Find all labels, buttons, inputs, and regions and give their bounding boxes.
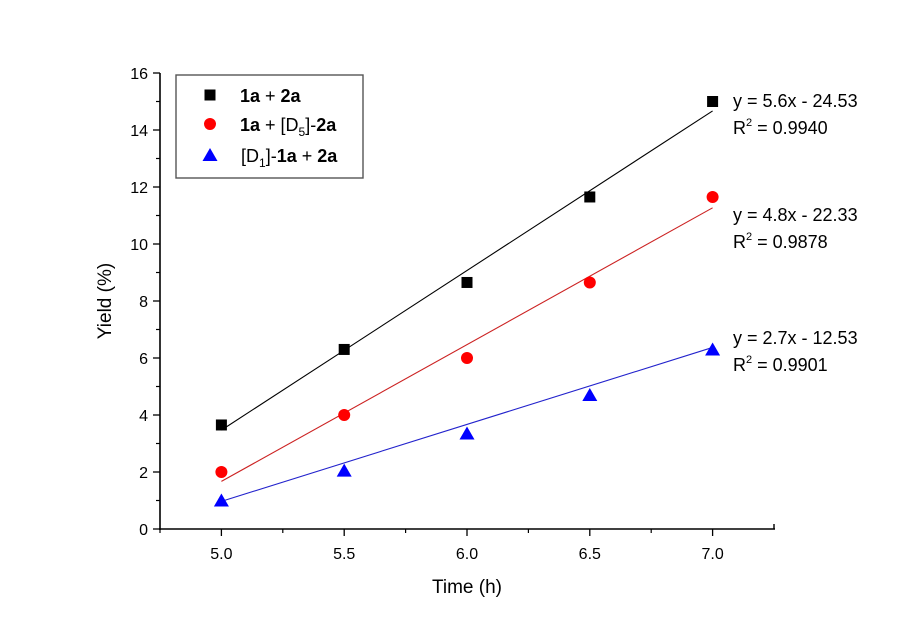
r2-superscript: 2 [746, 354, 752, 366]
y-tick-label: 12 [130, 180, 148, 197]
legend-marker-2 [204, 118, 216, 130]
x-tick-label: 7.0 [701, 546, 723, 563]
y-tick-label: 4 [139, 408, 148, 425]
r2-label: R [733, 232, 746, 252]
data-point-series-1 [584, 191, 596, 203]
data-point-series-1 [215, 419, 227, 431]
x-tick-label: 6.5 [579, 546, 601, 563]
legend-label-part: 1a [277, 146, 298, 166]
legend-label-part: ]- [305, 115, 316, 135]
legend-label-part: + [260, 86, 281, 106]
legend-label-3: [D1]-1a + 2a [241, 146, 338, 170]
legend-label-part: 2a [317, 146, 338, 166]
data-point-series-1 [338, 343, 350, 355]
fit-r-squared-3: R2 = 0.9901 [733, 354, 828, 375]
x-tick-label: 5.5 [333, 546, 355, 563]
data-point-series-2 [461, 352, 473, 364]
fit-line-1 [221, 110, 713, 431]
y-tick-label: 0 [139, 522, 148, 539]
r2-label: R [733, 118, 746, 138]
r2-superscript: 2 [746, 117, 752, 129]
y-tick-label: 16 [130, 66, 148, 83]
legend-label-part: 2a [281, 86, 302, 106]
x-tick-label: 6.0 [456, 546, 478, 563]
legend-marker-1 [204, 89, 216, 101]
data-point-series-2 [583, 276, 596, 289]
y-tick-label: 2 [139, 465, 148, 482]
data-point-series-3 [213, 493, 229, 507]
data-point-series-2 [706, 190, 719, 203]
legend-label-part: ]- [266, 146, 277, 166]
fit-line-3 [221, 346, 713, 502]
data-points [213, 96, 721, 507]
r2-value: = 0.9878 [752, 232, 828, 252]
y-tick-label: 10 [130, 237, 148, 254]
x-tick-label: 5.0 [210, 546, 232, 563]
legend-label-part: 2a [316, 115, 337, 135]
data-point-series-3 [336, 463, 352, 477]
fit-r-squared-2: R2 = 0.9878 [733, 231, 828, 252]
r2-superscript: 2 [746, 231, 752, 243]
y-tick-label: 14 [130, 123, 148, 140]
legend-label-part: 1a [240, 115, 261, 135]
x-axis-label: Time (h) [432, 577, 502, 598]
legend-label-2: 1a + [D5]-2a [240, 115, 337, 139]
fit-equation-1: y = 5.6x - 24.53 [733, 91, 858, 111]
legend-label-part: + [297, 146, 318, 166]
y-tick-label: 8 [139, 294, 148, 311]
y-tick-label: 6 [139, 351, 148, 368]
data-point-series-3 [705, 342, 721, 356]
r2-value: = 0.9940 [752, 118, 828, 138]
legend-marker-3 [202, 148, 218, 161]
data-point-series-1 [461, 276, 473, 288]
fit-r-squared-1: R2 = 0.9940 [733, 117, 828, 138]
legend-label-part: 1 [259, 156, 266, 170]
fit-lines [221, 110, 713, 502]
y-axis-label: Yield (%) [95, 263, 116, 339]
data-point-series-3 [459, 426, 475, 440]
r2-value: = 0.9901 [752, 355, 828, 375]
legend-label-part: [D [241, 146, 259, 166]
data-point-series-2 [215, 466, 228, 478]
fit-equation-2: y = 4.8x - 22.33 [733, 205, 858, 225]
fit-equation-3: y = 2.7x - 12.53 [733, 328, 858, 348]
data-point-series-2 [338, 409, 351, 421]
legend-label-part: 1a [240, 86, 261, 106]
r2-label: R [733, 355, 746, 375]
data-point-series-1 [707, 96, 719, 107]
legend-label-part: + [D [260, 115, 299, 135]
fit-line-2 [221, 207, 713, 482]
legend-label-part: 5 [299, 125, 306, 139]
legend-label-1: 1a + 2a [240, 86, 302, 106]
data-point-series-3 [582, 388, 598, 402]
